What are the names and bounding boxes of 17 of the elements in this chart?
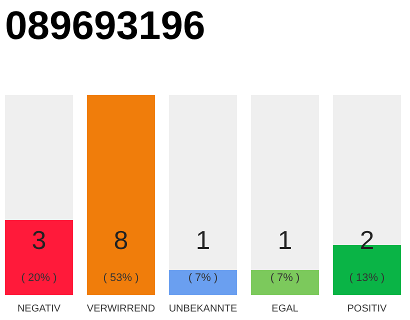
annotation: ( 53% ) [103, 272, 139, 284]
x-tick-label: UNBEKANNTE [168, 304, 238, 314]
data-label: 8 [114, 225, 128, 255]
annotation: ( 7% ) [270, 272, 300, 284]
data-label: 1 [196, 225, 210, 255]
chart-title: 089693196 [5, 4, 206, 48]
x-tick-label: VERWIRREND [86, 304, 156, 314]
data-label: 1 [278, 225, 292, 255]
annotation: ( 20% ) [21, 272, 57, 284]
annotation: ( 13% ) [349, 272, 385, 284]
bar [250, 270, 320, 295]
x-tick-label: POSITIV [347, 304, 388, 314]
bar [168, 270, 238, 295]
x-tick-label: NEGATIV [17, 304, 61, 314]
x-tick-label: EGAL [272, 304, 299, 314]
annotation: ( 7% ) [188, 272, 218, 284]
data-label: 3 [32, 225, 46, 255]
